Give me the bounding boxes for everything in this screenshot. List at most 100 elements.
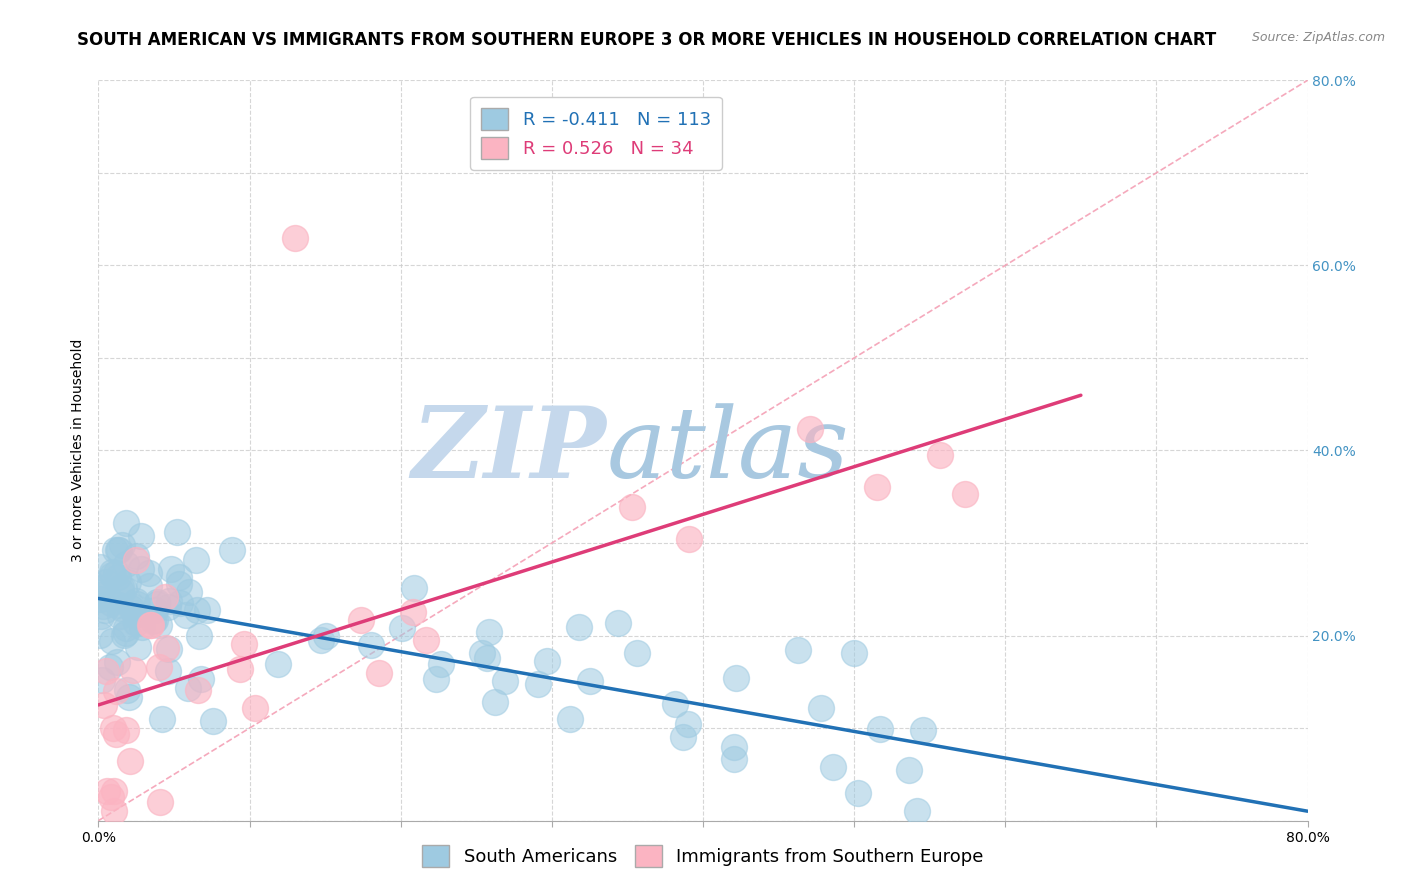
Point <box>129 562 152 576</box>
Point <box>104 566 127 580</box>
Point <box>176 607 198 622</box>
Point <box>156 664 179 678</box>
Point <box>89 560 111 574</box>
Point <box>148 660 170 674</box>
Point <box>607 615 630 630</box>
Point <box>676 717 699 731</box>
Point <box>672 731 695 745</box>
Point <box>94 602 117 616</box>
Point <box>911 723 934 737</box>
Point <box>117 575 139 590</box>
Point <box>114 723 136 737</box>
Point <box>104 683 127 698</box>
Point <box>90 673 112 688</box>
Point <box>166 524 188 539</box>
Point <box>724 671 747 685</box>
Point <box>579 674 602 689</box>
Point <box>115 626 138 640</box>
Point <box>125 615 148 630</box>
Point <box>190 672 212 686</box>
Point <box>90 608 112 623</box>
Point <box>430 657 453 672</box>
Point <box>142 614 165 628</box>
Point <box>360 638 382 652</box>
Point <box>149 795 172 809</box>
Point <box>799 422 821 436</box>
Point <box>186 603 208 617</box>
Point <box>787 643 810 657</box>
Point <box>107 543 129 558</box>
Point <box>131 619 153 633</box>
Point <box>139 618 162 632</box>
Point <box>110 580 132 594</box>
Point <box>105 726 128 740</box>
Point <box>105 656 128 670</box>
Point <box>821 760 844 774</box>
Point <box>93 698 115 713</box>
Point <box>114 516 136 531</box>
Point <box>221 542 243 557</box>
Legend: South Americans, Immigrants from Southern Europe: South Americans, Immigrants from Souther… <box>415 838 991 874</box>
Point <box>103 784 125 798</box>
Point <box>108 543 131 558</box>
Point <box>108 609 131 624</box>
Point <box>101 565 124 579</box>
Point <box>723 739 745 754</box>
Y-axis label: 3 or more Vehicles in Household: 3 or more Vehicles in Household <box>72 339 86 562</box>
Point <box>155 641 177 656</box>
Point <box>124 607 146 621</box>
Point <box>115 621 138 635</box>
Point <box>124 607 146 621</box>
Point <box>266 657 288 671</box>
Point <box>100 634 122 648</box>
Point <box>558 712 581 726</box>
Point <box>471 647 494 661</box>
Point <box>664 697 686 711</box>
Point <box>131 529 153 543</box>
Point <box>478 625 501 640</box>
Point <box>124 607 146 622</box>
Point <box>621 500 644 514</box>
Point <box>94 574 117 589</box>
Text: atlas: atlas <box>606 403 849 498</box>
Point <box>112 582 135 596</box>
Point <box>415 632 437 647</box>
Point <box>898 763 921 777</box>
Point <box>112 628 135 642</box>
Point <box>98 660 121 674</box>
Point <box>138 566 160 580</box>
Point <box>110 583 132 598</box>
Point <box>104 542 127 557</box>
Point <box>187 682 209 697</box>
Point <box>139 618 162 632</box>
Point <box>177 681 200 695</box>
Point <box>89 582 111 596</box>
Point <box>844 647 866 661</box>
Text: SOUTH AMERICAN VS IMMIGRANTS FROM SOUTHERN EUROPE 3 OR MORE VEHICLES IN HOUSEHOL: SOUTH AMERICAN VS IMMIGRANTS FROM SOUTHE… <box>77 31 1216 49</box>
Point <box>89 586 111 600</box>
Text: Source: ZipAtlas.com: Source: ZipAtlas.com <box>1251 31 1385 45</box>
Point <box>202 714 225 729</box>
Point <box>495 673 517 688</box>
Point <box>527 677 550 691</box>
Point <box>111 538 134 552</box>
Point <box>723 752 745 766</box>
Point <box>315 629 337 643</box>
Point <box>953 487 976 501</box>
Point <box>905 805 928 819</box>
Point <box>350 613 373 627</box>
Point <box>169 596 191 610</box>
Point <box>536 654 558 668</box>
Point <box>127 597 149 611</box>
Point <box>115 682 138 697</box>
Point <box>107 599 129 613</box>
Point <box>284 230 307 244</box>
Point <box>96 784 118 798</box>
Point <box>110 601 132 615</box>
Point <box>229 662 252 676</box>
Point <box>120 755 142 769</box>
Point <box>195 602 218 616</box>
Point <box>402 581 425 595</box>
Point <box>425 672 447 686</box>
Point <box>124 553 146 567</box>
